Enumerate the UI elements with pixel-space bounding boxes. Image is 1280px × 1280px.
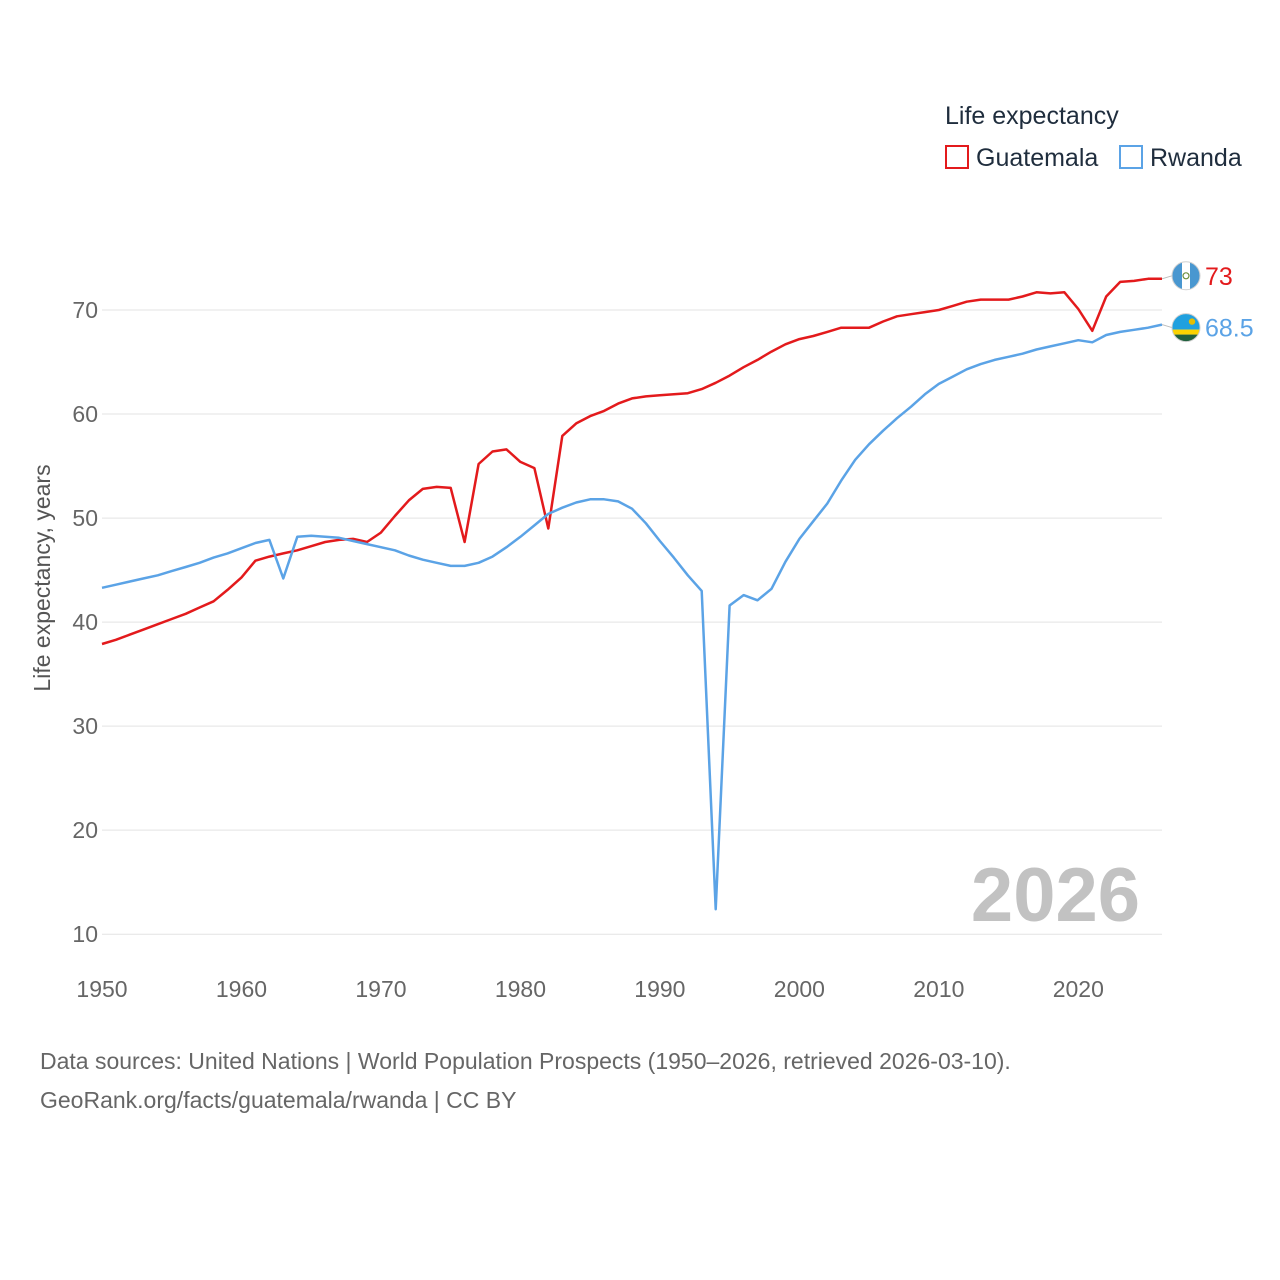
y-tick-label: 70 (72, 297, 98, 323)
current-year-watermark: 2026 (971, 853, 1140, 938)
end-value-label-guatemala: 73 (1205, 263, 1233, 291)
legend: Life expectancy Guatemala Rwanda (945, 102, 1242, 172)
x-tick-label: 2000 (774, 976, 825, 1002)
x-tick-label: 1950 (76, 976, 127, 1002)
data-sources-text: Data sources: United Nations | World Pop… (40, 1048, 1011, 1074)
series-lines (101, 277, 1163, 911)
legend-label-rwanda: Rwanda (1150, 144, 1242, 172)
gridlines (102, 309, 1162, 935)
legend-swatch-guatemala (945, 145, 969, 169)
series-line-guatemala (101, 277, 1162, 646)
attribution-text: GeoRank.org/facts/guatemala/rwanda | CC … (40, 1087, 517, 1113)
end-value-label-rwanda: 68.5 (1205, 315, 1254, 343)
legend-title: Life expectancy (945, 102, 1119, 130)
series-end-labels: 73 68.5 (1161, 261, 1254, 343)
x-axis-ticks: 1950 1960 1970 1980 1990 2000 2010 2020 (76, 976, 1103, 1002)
y-axis-title: Life expectancy, years (29, 464, 55, 691)
y-tick-label: 20 (72, 817, 98, 843)
legend-swatch-rwanda (1119, 145, 1143, 169)
x-tick-label: 1980 (495, 976, 546, 1002)
x-tick-label: 2020 (1053, 976, 1104, 1002)
y-tick-label: 50 (72, 505, 98, 531)
end-connector (1161, 275, 1173, 280)
rwanda-flag-icon (1171, 313, 1201, 343)
line-chart: 10 20 30 40 50 60 70 1950 1960 1970 1980 1990 2000 2… (29, 102, 1254, 1002)
x-tick-label: 1990 (634, 976, 685, 1002)
legend-item-rwanda[interactable]: Rwanda (1119, 144, 1242, 172)
guatemala-flag-icon (1171, 261, 1201, 291)
y-axis-ticks: 10 20 30 40 50 60 70 (72, 297, 98, 947)
y-tick-label: 60 (72, 401, 98, 427)
y-tick-label: 40 (72, 609, 98, 635)
x-tick-label: 1960 (216, 976, 267, 1002)
legend-item-guatemala[interactable]: Guatemala (945, 144, 1098, 172)
footer: Data sources: United Nations | World Pop… (40, 1042, 1240, 1120)
y-tick-label: 10 (72, 921, 98, 947)
series-line-rwanda (101, 323, 1163, 911)
legend-label-guatemala: Guatemala (976, 144, 1098, 172)
x-tick-label: 2010 (913, 976, 964, 1002)
x-tick-label: 1970 (355, 976, 406, 1002)
y-tick-label: 30 (72, 713, 98, 739)
end-connector (1161, 324, 1173, 329)
